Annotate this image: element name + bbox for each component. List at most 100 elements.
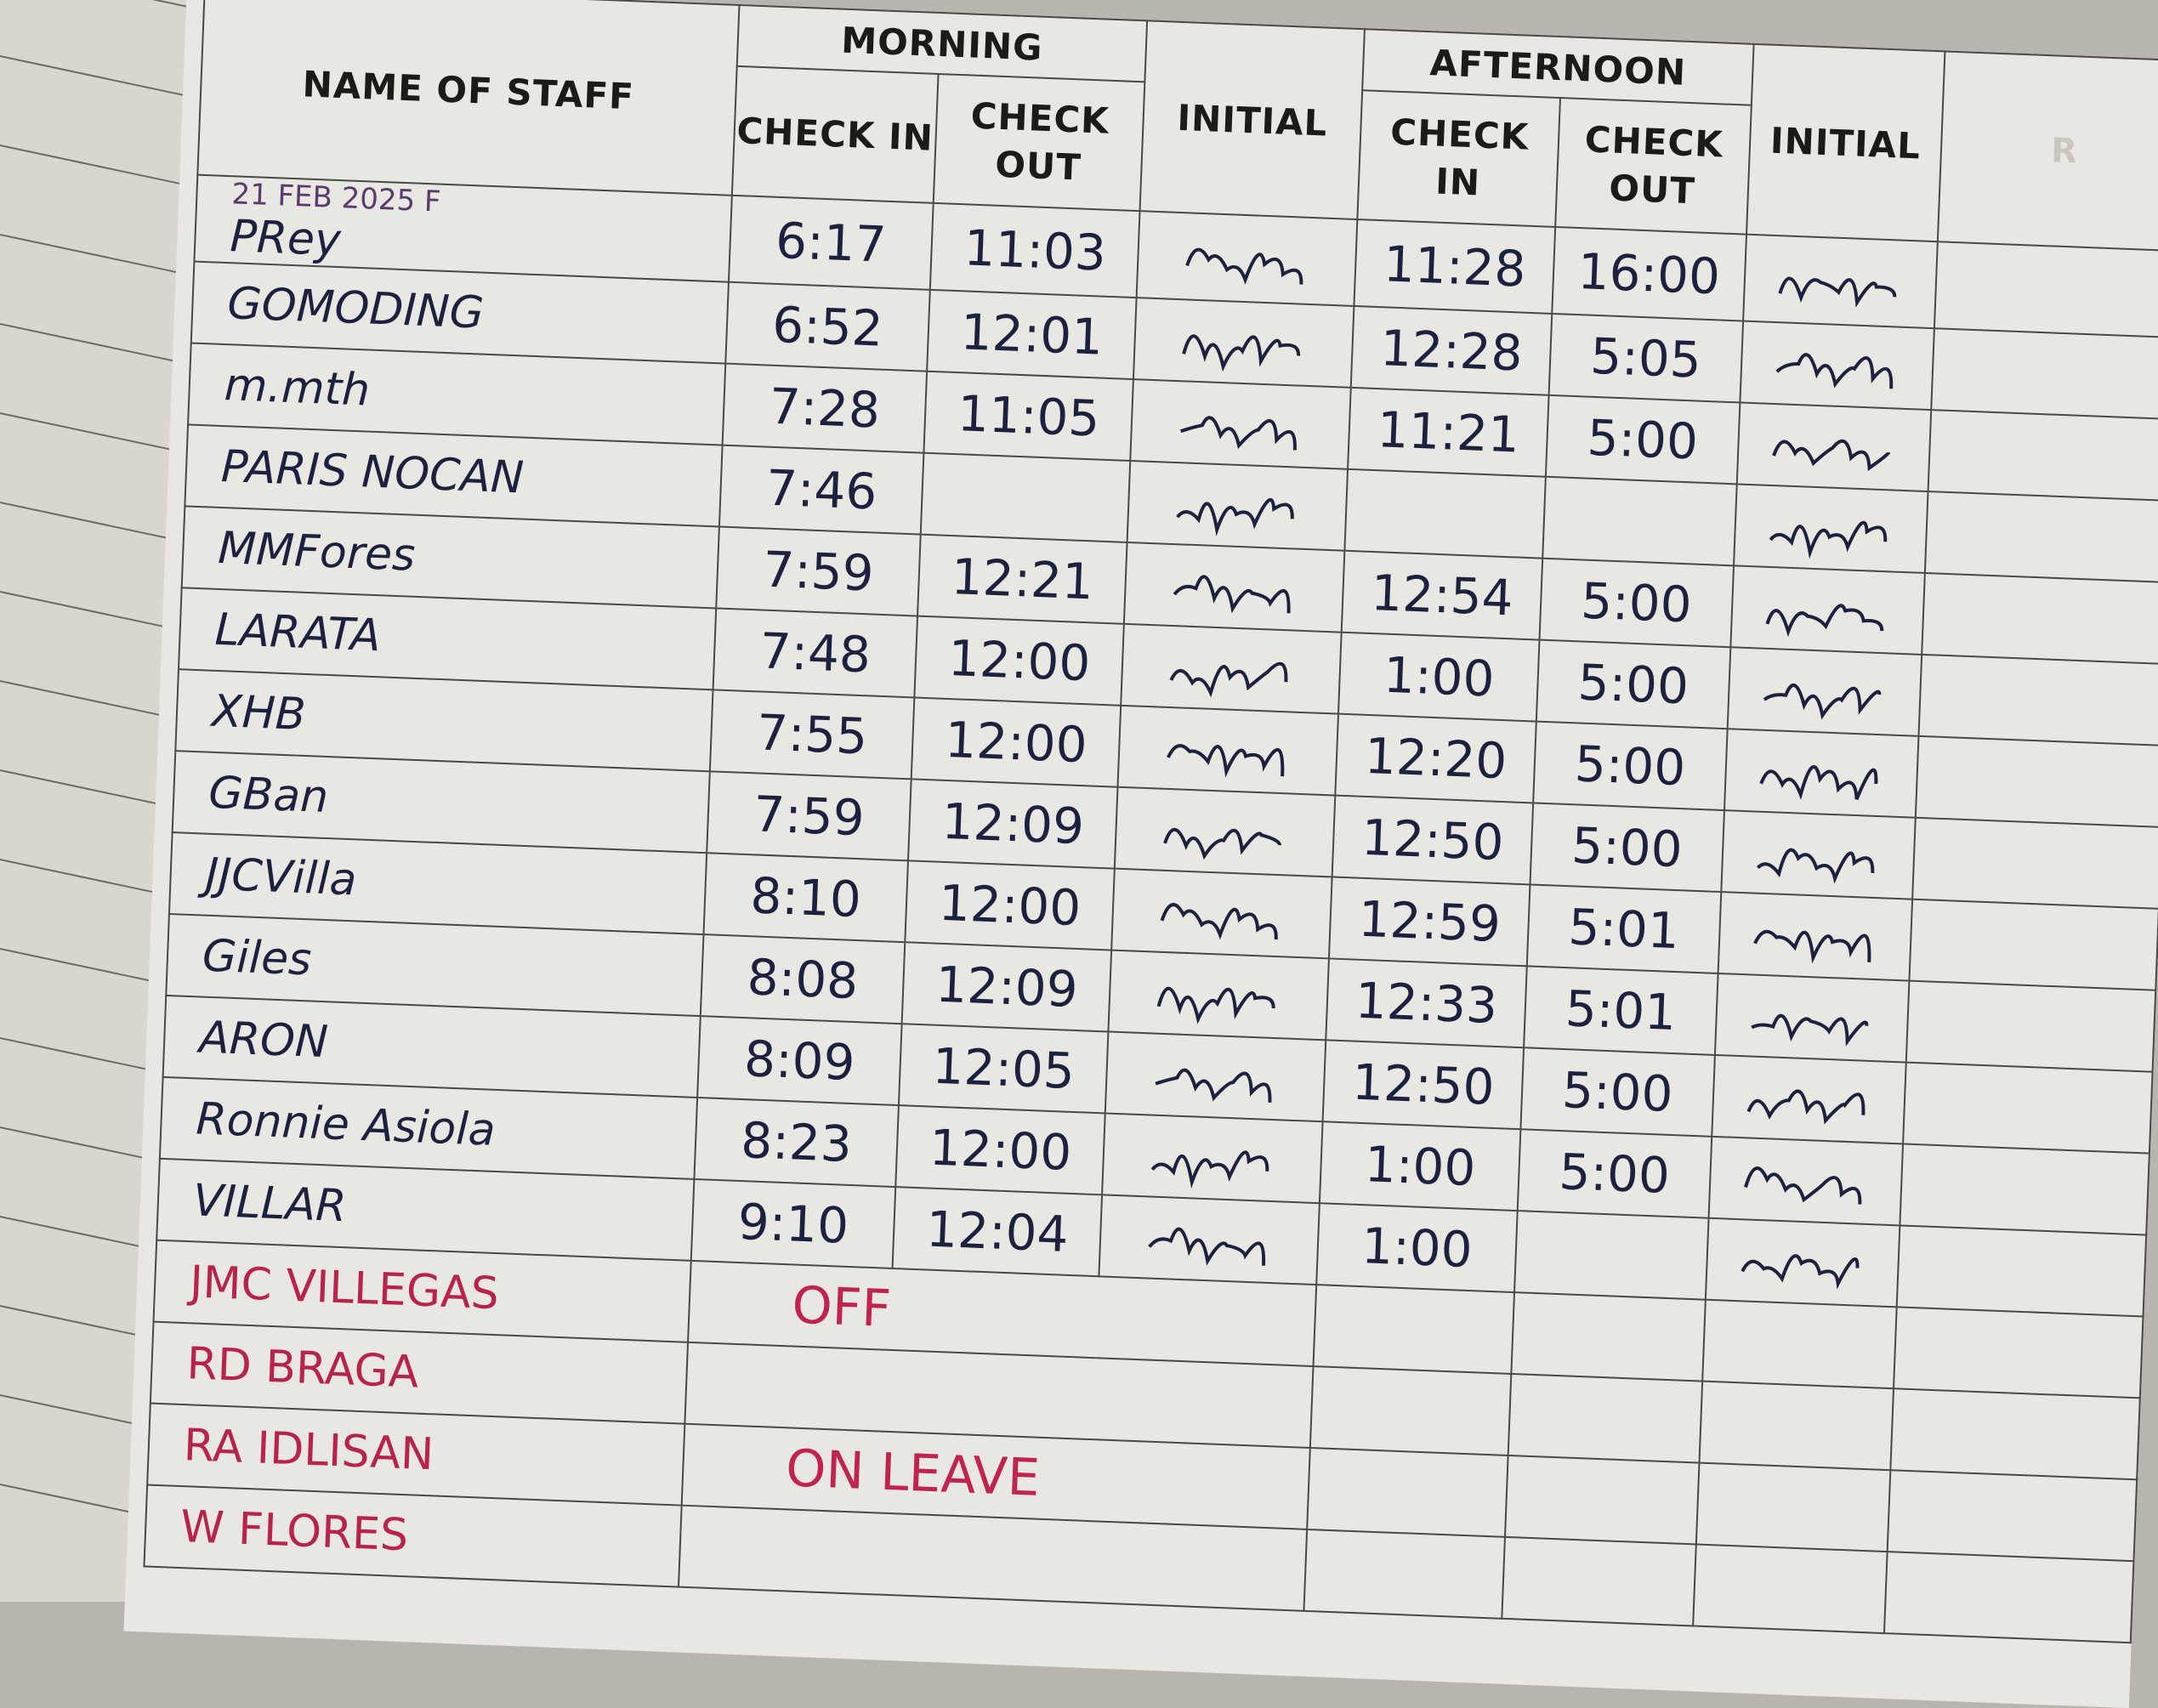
morning-initial [1111,868,1332,959]
afternoon-initial [1718,892,1913,981]
empty-cell [1307,1447,1508,1537]
morning-check-out: 12:00 [911,697,1122,787]
morning-check-out: 12:00 [905,860,1115,950]
morning-check-out: 12:01 [927,289,1137,380]
remarks-cell [1918,654,2158,746]
afternoon-initial [1724,729,1919,818]
table-row: LARATA 7:48 12:00 1:00 5:00 [179,587,2158,746]
morning-check-in: 6:17 [728,195,934,290]
table-row: PARIS NOCAN 7:46 [185,424,2158,583]
table-row: Ronnie Asiola 8:23 12:00 1:00 5:00 [159,1076,2149,1235]
left-page-rule [0,55,192,98]
morning-check-out: 12:00 [914,616,1125,706]
afternoon-check-in: 1:00 [1338,632,1540,722]
afternoon-check-in: 12:59 [1329,877,1530,967]
afternoon-initial [1720,810,1916,899]
morning-check-out [920,452,1131,542]
afternoon-check-out [1542,476,1737,566]
signature-scribble-icon [1185,247,1303,285]
afternoon-check-out: 5:01 [1526,884,1721,973]
afternoon-check-out: 5:01 [1523,966,1718,1055]
morning-check-in: 8:09 [696,1016,902,1106]
morning-check-in: 7:48 [713,608,918,698]
morning-check-in: 7:55 [709,689,915,780]
afternoon-check-out: 5:00 [1517,1129,1712,1218]
morning-check-out: 12:00 [895,1105,1105,1195]
table-row: MMFores 7:59 12:21 12:54 5:00 [181,506,2158,665]
morning-check-out: 12:04 [892,1187,1103,1277]
signature-scribble-icon [1169,661,1288,698]
left-page-rule [0,502,192,544]
afternoon-check-out: 5:00 [1530,803,1724,893]
signature-scribble-icon [1156,986,1275,1024]
morning-check-out: 12:21 [917,534,1127,624]
morning-check-in: 9:10 [690,1178,896,1268]
afternoon-check-in-header: CHECK IN [1357,90,1560,227]
afternoon-check-in: 12:28 [1351,305,1553,395]
afternoon-check-in: 1:00 [1320,1121,1521,1211]
empty-cell [1303,1529,1505,1619]
signature-scribble-icon [1160,903,1278,940]
morning-check-out: 12:05 [899,1024,1109,1114]
afternoon-check-out: 5:00 [1536,639,1730,729]
morning-check-in: 8:10 [703,853,909,943]
signature-scribble-icon [1751,1013,1869,1047]
afternoon-check-in [1344,468,1546,559]
remarks-cell [1915,735,2158,827]
afternoon-check-out-header: CHECK OUT [1554,98,1752,235]
signature-scribble-icon [1757,848,1875,884]
table-row: XHB 7:55 12:00 12:20 5:00 [175,669,2158,827]
morning-check-out: 12:09 [901,942,1112,1032]
remarks-cell [1900,1143,2149,1235]
morning-initial-header: INITIAL [1139,20,1366,220]
morning-check-out: 11:05 [923,371,1134,462]
table-row: GOMODING 6:52 12:01 12:28 5:05 [190,261,2158,420]
signature-scribble-icon [1763,684,1882,720]
remarks-cell [1931,328,2158,420]
morning-initial [1117,705,1339,796]
empty-cell [1699,1381,1894,1471]
signature-scribble-icon [1778,276,1897,308]
table-row: GBan 7:59 12:09 12:50 5:00 [172,751,2158,909]
morning-initial [1102,1113,1323,1204]
afternoon-initial-header: INITIAL [1746,43,1945,242]
morning-check-out-header: CHECK OUT [933,73,1145,212]
attendance-table: NAME OF STAFF MORNING INITIAL AFTERNOON … [143,0,2158,1643]
afternoon-check-in: 11:21 [1348,387,1549,477]
morning-initial [1130,379,1352,469]
afternoon-initial [1714,973,1910,1063]
morning-check-in: 7:28 [722,363,928,453]
morning-check-in: 8:23 [694,1097,900,1188]
afternoon-check-out: 5:05 [1548,313,1743,403]
table-row: ARON 8:09 12:05 12:50 5:00 [162,995,2153,1154]
afternoon-check-in: 1:00 [1316,1203,1518,1293]
signature-scribble-icon [1775,353,1894,389]
afternoon-initial [1742,234,1938,329]
signature-scribble-icon [1167,744,1285,778]
afternoon-check-in: 12:50 [1332,795,1533,885]
afternoon-initial [1711,1054,1906,1144]
signature-scribble-icon [1769,520,1888,559]
afternoon-check-in: 12:54 [1341,550,1542,640]
signature-scribble-icon [1176,497,1294,536]
left-page-rule [0,145,192,187]
morning-check-in-header: CHECK IN [731,65,939,203]
remarks-cell [1903,1062,2153,1154]
morning-initial [1099,1194,1320,1285]
signature-scribble-icon [1753,929,1871,964]
empty-cell [1893,1307,2144,1399]
table-row: Giles 8:08 12:09 12:33 5:01 [166,913,2156,1072]
morning-initial [1124,542,1345,633]
signature-scribble-icon [1150,1150,1269,1189]
empty-cell [1504,1455,1700,1545]
afternoon-check-in: 12:20 [1335,713,1536,803]
morning-check-in: 7:59 [716,526,921,616]
afternoon-initial [1740,321,1934,411]
empty-cell [1887,1470,2138,1562]
morning-initial [1136,211,1358,306]
signature-scribble-icon [1163,827,1282,860]
morning-check-in: 7:46 [718,445,924,535]
morning-check-out: 12:09 [908,779,1118,869]
signature-scribble-icon [1180,416,1298,451]
afternoon-initial [1705,1217,1900,1308]
